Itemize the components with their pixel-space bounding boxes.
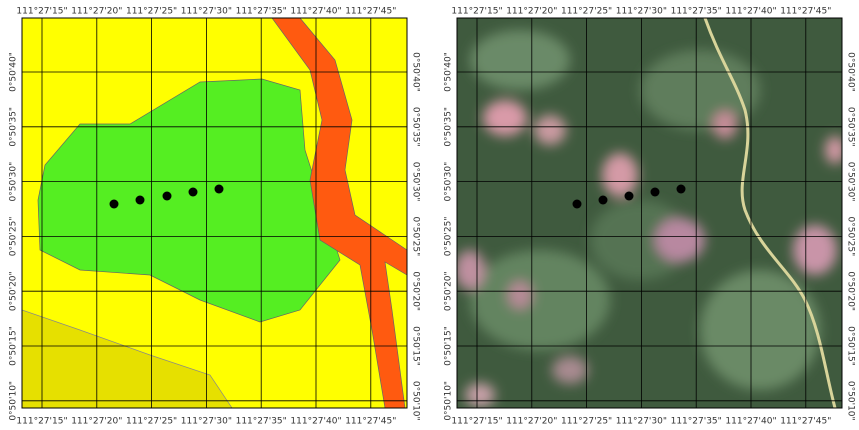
satellite-map [455,18,845,408]
lon-label-top: 111°27'40" [725,7,776,17]
lon-label-top: 111°27'25" [126,7,177,17]
lon-label-bottom: 111°27'15" [451,417,502,427]
lat-label-left: 0°50'25" [444,217,454,257]
lon-label-bottom: 111°27'45" [780,417,831,427]
lat-label-right: 0°50'20" [846,271,856,311]
lon-label-top: 111°27'20" [506,7,557,17]
lon-label-bottom: 111°27'35" [671,417,722,427]
lat-label-right: 0°50'15" [846,326,856,366]
lon-label-bottom: 111°27'40" [290,417,341,427]
lon-label-bottom: 111°27'25" [126,417,177,427]
lat-label-right: 0°50'15" [411,326,421,366]
lat-label-right: 0°50'25" [846,217,856,257]
lon-label-bottom: 111°27'45" [345,417,396,427]
lon-label-top: 111°27'15" [451,7,502,17]
lat-label-right: 0°50'20" [411,271,421,311]
lat-label-left: 0°50'30" [9,162,19,202]
lat-label-right: 0°50'10" [846,381,856,421]
lat-label-right: 0°50'40" [846,52,856,92]
lon-label-bottom: 111°27'40" [725,417,776,427]
lon-label-top: 111°27'25" [561,7,612,17]
lat-label-right: 0°50'35" [411,107,421,147]
lon-label-bottom: 111°27'30" [616,417,667,427]
lon-label-bottom: 111°27'35" [236,417,287,427]
lon-label-bottom: 111°27'20" [506,417,557,427]
lat-label-left: 0°50'10" [444,381,454,421]
lat-label-left: 0°50'35" [9,107,19,147]
vector-map [22,18,407,408]
lat-label-right: 0°50'40" [411,52,421,92]
lat-label-left: 0°50'25" [9,217,19,257]
lon-label-top: 111°27'15" [16,7,67,17]
lon-label-bottom: 111°27'15" [16,417,67,427]
lon-label-top: 111°27'30" [181,7,232,17]
lat-label-left: 0°50'35" [444,107,454,147]
lon-label-bottom: 111°27'20" [71,417,122,427]
lon-label-top: 111°27'45" [345,7,396,17]
lat-label-right: 0°50'35" [846,107,856,147]
map-view: 111°27'15" 111°27'15" 111°27'20" 111°27'20"… [0,0,859,430]
lat-label-left: 0°50'10" [9,381,19,421]
lat-label-left: 0°50'20" [444,271,454,311]
lat-label-left: 0°50'15" [9,326,19,366]
lon-label-top: 111°27'20" [71,7,122,17]
lat-label-left: 0°50'15" [444,326,454,366]
lon-label-bottom: 111°27'30" [181,417,232,427]
lon-label-top: 111°27'40" [290,7,341,17]
lon-label-top: 111°27'30" [616,7,667,17]
lat-label-left: 0°50'40" [444,52,454,92]
lat-label-left: 0°50'30" [444,162,454,202]
lat-label-right: 0°50'10" [411,381,421,421]
lat-label-left: 0°50'20" [9,271,19,311]
lat-label-right: 0°50'30" [846,162,856,202]
lat-label-right: 0°50'25" [411,217,421,257]
lat-label-left: 0°50'40" [9,52,19,92]
lon-label-top: 111°27'35" [671,7,722,17]
lon-label-top: 111°27'35" [236,7,287,17]
lat-label-right: 0°50'30" [411,162,421,202]
lon-label-top: 111°27'45" [780,7,831,17]
lon-label-bottom: 111°27'25" [561,417,612,427]
